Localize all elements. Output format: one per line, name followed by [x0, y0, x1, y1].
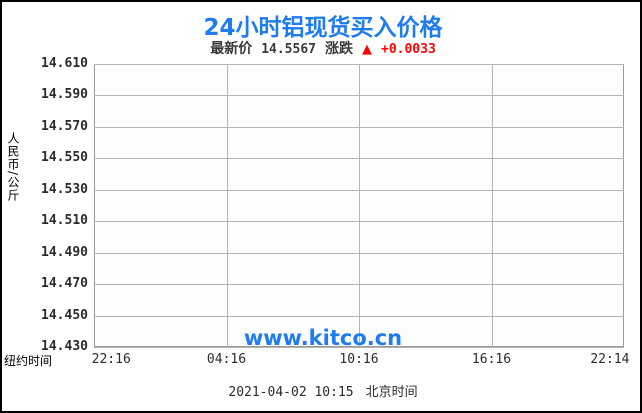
quote-summary: 最新价 14.5567 涨跌 ▲ +0.0033 [2, 38, 640, 58]
y-tick-label: 14.510 [41, 213, 88, 229]
change-value: +0.0033 [381, 42, 436, 57]
latest-price-label: 最新价 [210, 41, 253, 57]
y-tick-label: 14.470 [41, 276, 88, 292]
x-tick-label: 10:16 [339, 352, 379, 367]
footer-timezone: 北京时间 [365, 385, 418, 400]
y-tick-label: 14.430 [41, 339, 88, 354]
x-axis-label: 纽约时间 [4, 354, 53, 368]
y-tick-label: 14.530 [41, 181, 88, 197]
x-tick-label: 22:16 [91, 352, 131, 367]
vgridline [227, 64, 228, 347]
change-label: 涨跌 [325, 41, 353, 57]
y-tick-label: 14.610 [41, 56, 88, 71]
y-tick-label: 14.570 [41, 118, 88, 134]
x-tick-label: 16:16 [471, 352, 512, 367]
plot-area [94, 64, 624, 348]
vgridline [359, 64, 360, 347]
x-tick-label: 04:16 [206, 352, 247, 367]
footer-timestamp: 2021-04-02 10:15 北京时间 [2, 381, 640, 400]
latest-price-value: 14.5567 [261, 42, 316, 57]
up-arrow-icon: ▲ [362, 42, 372, 57]
y-tick-label: 14.450 [41, 307, 88, 323]
y-tick-label: 14.590 [41, 87, 88, 103]
footer-datetime: 2021-04-02 10:15 [228, 385, 354, 400]
y-tick-label: 14.490 [41, 244, 88, 260]
y-tick-label: 14.550 [41, 150, 88, 166]
x-tick-label: 22:14 [590, 352, 630, 367]
page-title: 24小时铝现货买入价格 [203, 15, 443, 41]
hgridline [94, 347, 624, 348]
y-axis-unit-label: 人民币/公斤 [6, 132, 20, 203]
vgridline [492, 64, 493, 347]
